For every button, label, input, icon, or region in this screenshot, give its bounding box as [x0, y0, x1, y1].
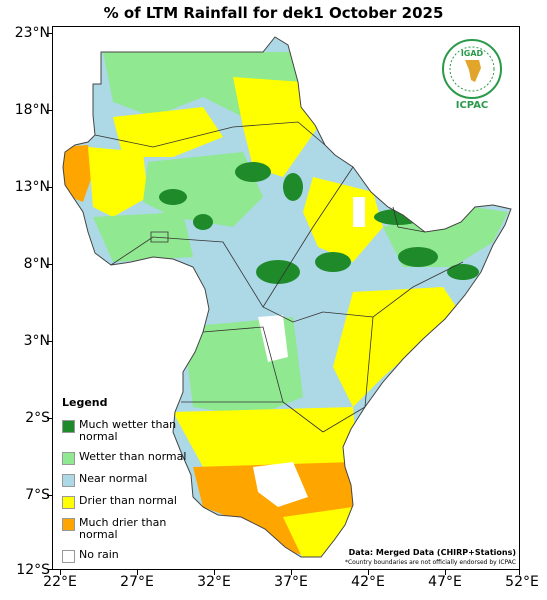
lon-tick-label: 32°E [197, 574, 231, 590]
lat-tick-label: 2°S [25, 410, 50, 426]
legend-swatch [62, 518, 75, 531]
legend-label: No rain [79, 548, 119, 561]
logo-caption: ICPAC [455, 100, 489, 111]
legend-swatch [62, 496, 75, 509]
legend-item-much-wetter: Much wetter than normal [62, 419, 202, 443]
lon-tick-label: 27°E [120, 574, 154, 590]
lat-tick-label: 13°N [14, 179, 50, 195]
rainfall-map [62, 36, 512, 558]
lon-tick-label: 37°E [274, 574, 308, 590]
lon-tick-label: 52°E [505, 574, 539, 590]
lat-tick-label: 3°N [23, 333, 50, 349]
lon-tick-label: 42°E [351, 574, 385, 590]
legend-item-drier: Drier than normal [62, 495, 202, 509]
lat-tick-label: 18°N [14, 102, 50, 118]
lat-tick-label: 12°S [16, 562, 50, 578]
legend-label: Drier than normal [79, 494, 177, 507]
legend-swatch [62, 550, 75, 563]
map-title: % of LTM Rainfall for dek1 October 2025 [103, 4, 444, 22]
legend-label: Wetter than normal [79, 450, 187, 463]
boundary-disclaimer: *Country boundaries are not officially e… [344, 559, 516, 566]
legend-item-near-normal: Near normal [62, 473, 202, 487]
legend-label: Near normal [79, 472, 148, 485]
legend-item-much-drier: Much drier than normal [62, 517, 202, 541]
map-frame [52, 26, 520, 570]
igad-icpac-logo: IGAD [442, 39, 502, 99]
lat-tick-label: 7°S [25, 487, 50, 503]
legend-swatch [62, 474, 75, 487]
legend-swatch [62, 420, 75, 433]
legend-swatch [62, 452, 75, 465]
legend-title: Legend [62, 396, 108, 409]
logo-seal-text: IGAD [461, 49, 484, 58]
legend-item-no-rain: No rain [62, 549, 202, 563]
legend-label: Much drier than normal [79, 516, 167, 541]
lat-tick-label: 23°N [14, 25, 50, 41]
legend-label: Much wetter than normal [79, 418, 177, 443]
lon-tick-label: 22°E [43, 574, 77, 590]
legend: Legend Much wetter than normal Wetter th… [62, 396, 202, 571]
data-source-note: Data: Merged Data (CHIRP+Stations) [348, 548, 516, 557]
lon-tick-label: 47°E [428, 574, 462, 590]
legend-item-wetter: Wetter than normal [62, 451, 202, 465]
lat-tick-label: 8°N [23, 256, 50, 272]
